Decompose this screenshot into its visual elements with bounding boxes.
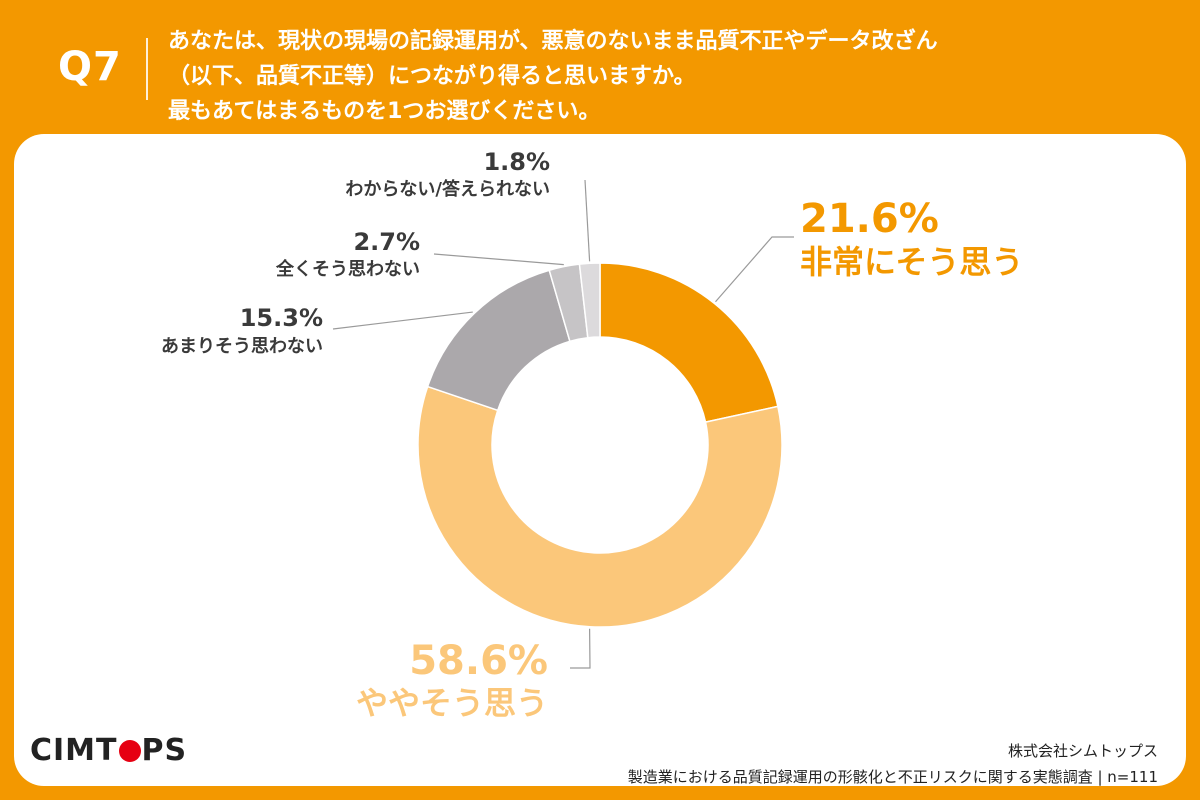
cimtops-logo: CIMT PS <box>30 733 187 768</box>
source-survey: 製造業における品質記録運用の形骸化と不正リスクに関する実態調査 | n=111 <box>627 768 1158 786</box>
question-number: Q7 <box>58 44 122 90</box>
value-label-4: 2.7% <box>353 228 420 256</box>
value-label-2: 58.6% <box>409 638 548 684</box>
leader-line-3 <box>332 311 473 330</box>
header-divider <box>146 38 148 100</box>
category-label-3: あまりそう思わない <box>161 336 323 357</box>
leader-line-5 <box>584 179 591 262</box>
leader-line-4 <box>433 253 564 266</box>
category-label-5: わからない/答えられない <box>345 178 550 200</box>
logo-text-before: CIMT <box>30 733 118 768</box>
leader-line-2 <box>570 628 591 669</box>
donut-slice-5 <box>578 262 601 339</box>
donut-slice-3 <box>426 269 571 412</box>
logo-dot-icon <box>118 739 141 762</box>
value-label-5: 1.8% <box>483 148 550 176</box>
value-label-3: 15.3% <box>240 304 323 332</box>
question-header: Q7 あなたは、現状の現場の記録運用が、悪意のないまま品質不正やデータ改ざん （… <box>0 0 1200 134</box>
question-line-1: あなたは、現状の現場の記録運用が、悪意のないまま品質不正やデータ改ざん <box>168 29 938 54</box>
category-label-4: 全くそう思わない <box>275 258 420 280</box>
source-company: 株式会社シムトップス <box>1007 742 1158 760</box>
source-note: 株式会社シムトップス 製造業における品質記録運用の形骸化と不正リスクに関する実態… <box>628 738 1158 790</box>
value-label-1: 21.6% <box>800 196 939 242</box>
donut-slice-2 <box>417 385 783 628</box>
question-text: あなたは、現状の現場の記録運用が、悪意のないまま品質不正やデータ改ざん （以下、… <box>168 24 1178 129</box>
question-line-2: （以下、品質不正等）につながり得ると思いますか。 <box>168 64 696 89</box>
category-label-1: 非常にそう思う <box>800 243 1023 281</box>
question-line-3: 最もあてはまるものを1つお選びください。 <box>168 99 601 124</box>
chart-panel <box>14 134 1186 786</box>
logo-text-after: PS <box>141 733 188 768</box>
leader-line-1 <box>715 236 794 303</box>
category-label-2: ややそう思う <box>356 684 548 722</box>
donut-slice-1 <box>599 262 779 423</box>
